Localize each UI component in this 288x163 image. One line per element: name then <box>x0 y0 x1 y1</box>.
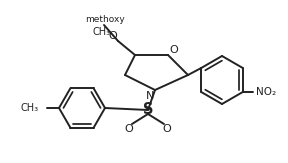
Text: O: O <box>125 124 133 134</box>
Text: N: N <box>146 91 154 101</box>
Text: O: O <box>109 31 118 41</box>
Text: S: S <box>143 103 153 118</box>
Text: CH₃: CH₃ <box>21 103 39 113</box>
Text: methoxy: methoxy <box>85 15 125 23</box>
Text: NO₂: NO₂ <box>256 87 276 97</box>
Text: O: O <box>170 45 178 55</box>
Text: O: O <box>163 124 171 134</box>
Text: CH₃: CH₃ <box>93 27 111 37</box>
